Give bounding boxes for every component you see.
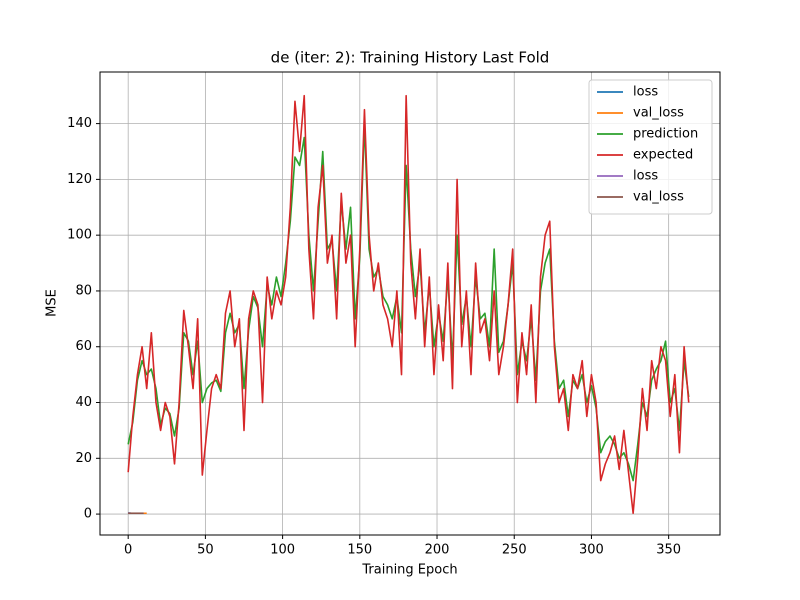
x-tick-label: 50 — [197, 543, 214, 558]
chart-title: de (iter: 2): Training History Last Fold — [271, 49, 550, 67]
y-tick-label: 120 — [67, 172, 92, 187]
y-tick-label: 140 — [67, 116, 92, 131]
x-axis-label: Training Epoch — [361, 563, 457, 578]
x-tick-label: 250 — [502, 543, 527, 558]
x-tick-label: 300 — [579, 543, 604, 558]
y-tick-label: 100 — [67, 228, 92, 243]
series-line — [127, 94, 690, 515]
legend-label: prediction — [633, 127, 698, 142]
x-tick-label: 200 — [425, 543, 450, 558]
legend-label: val_loss — [633, 190, 684, 205]
legend-label: expected — [633, 148, 693, 163]
y-axis-label: MSE — [45, 289, 60, 317]
legend-label: val_loss — [633, 106, 684, 121]
x-tick-label: 350 — [656, 543, 681, 558]
y-tick-label: 0 — [84, 507, 92, 522]
legend-label: loss — [633, 169, 658, 184]
plot-frame — [99, 71, 721, 536]
y-tick-label: 20 — [75, 451, 92, 466]
legend-label: loss — [633, 85, 658, 100]
x-tick-label: 0 — [124, 543, 132, 558]
y-tick-label: 60 — [75, 339, 92, 354]
x-tick-label: 100 — [270, 543, 295, 558]
x-tick-label: 150 — [347, 543, 372, 558]
y-tick-label: 80 — [75, 283, 92, 298]
y-tick-label: 40 — [75, 395, 92, 410]
